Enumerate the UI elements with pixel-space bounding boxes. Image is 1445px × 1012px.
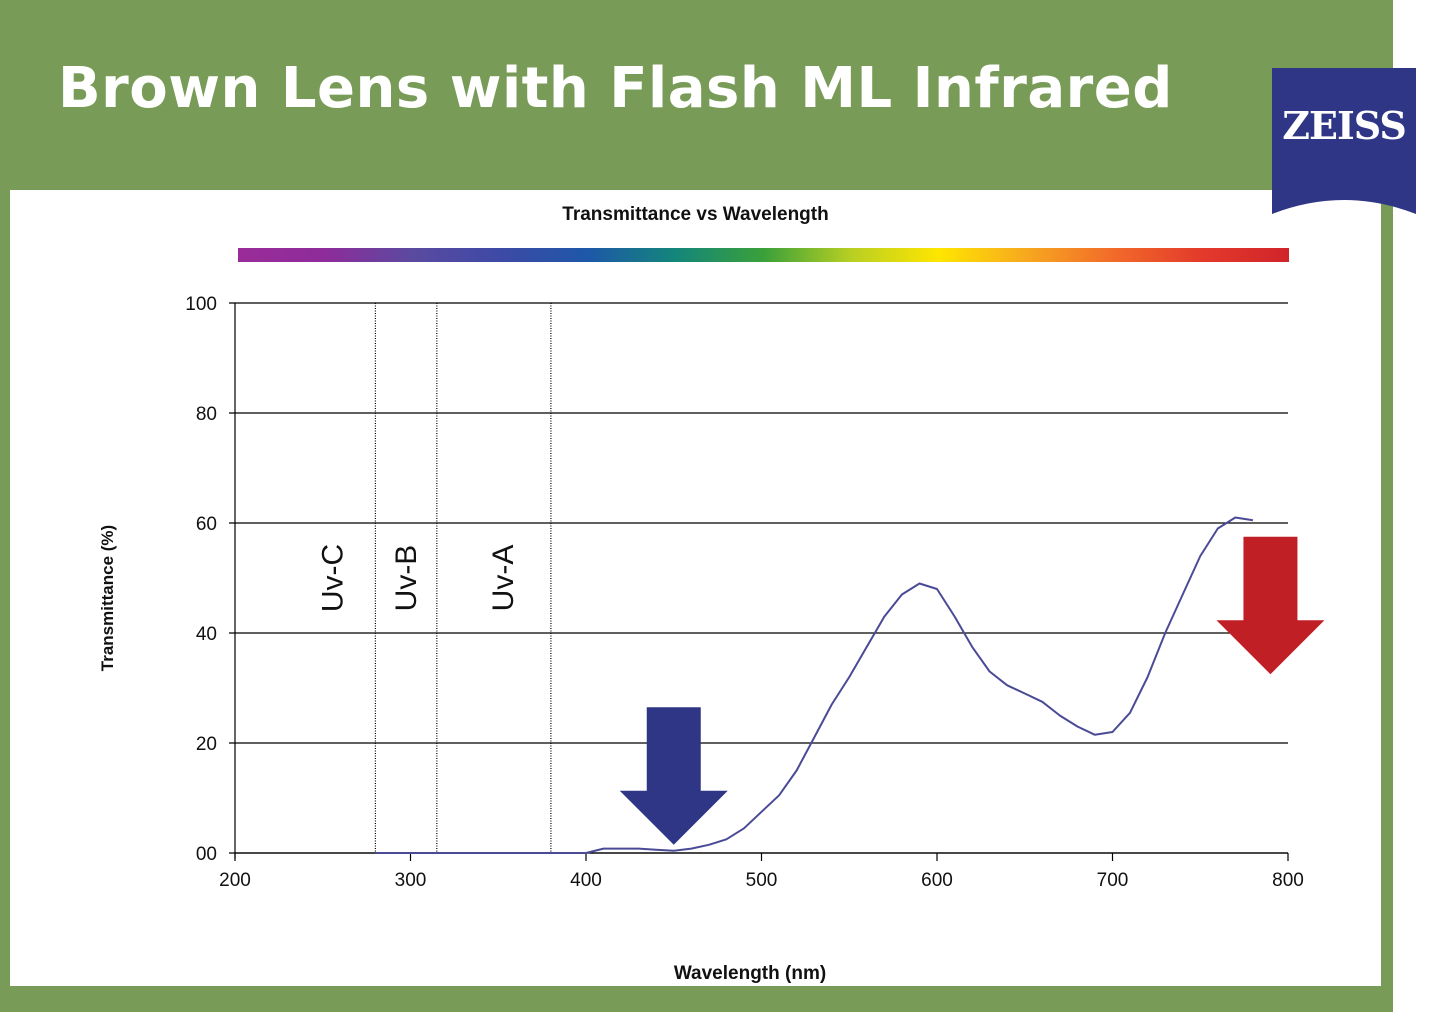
transmittance-line bbox=[375, 516, 1254, 854]
blue-down-arrow bbox=[619, 707, 728, 845]
spectrum-bar bbox=[238, 248, 1289, 262]
zeiss-logo-badge bbox=[1272, 68, 1416, 214]
x-axis-title: Wavelength (nm) bbox=[673, 963, 827, 984]
slide-title: Brown Lens with Flash ML Infrared bbox=[58, 56, 1173, 121]
y-tick-label: 20 bbox=[196, 734, 217, 755]
x-tick-label: 500 bbox=[746, 870, 778, 891]
x-tick-label: 200 bbox=[219, 870, 251, 891]
y-tick-label: 40 bbox=[196, 624, 217, 645]
x-tick-label: 300 bbox=[395, 870, 427, 891]
zeiss-logo: ZEISS bbox=[1272, 68, 1416, 214]
chart-svg: 00 20 40 60 80 100 200 300 400 500 600 700 800 Uv-C Uv… bbox=[185, 248, 1325, 891]
x-tick-label: 400 bbox=[570, 870, 602, 891]
x-tick-label: 800 bbox=[1272, 870, 1304, 891]
chart-title: Transmittance vs Wavelength bbox=[562, 204, 829, 225]
y-axis-title: Transmittance (%) bbox=[98, 524, 117, 672]
x-tick-label: 700 bbox=[1097, 870, 1129, 891]
y-tick-label: 60 bbox=[196, 514, 217, 535]
uv-band-label: Uv-A bbox=[487, 545, 520, 612]
x-tick-label: 600 bbox=[921, 870, 953, 891]
uv-band-label: Uv-B bbox=[390, 545, 423, 612]
chart-panel: Transmittance vs Wavelength 00 20 40 60 80 10… bbox=[10, 190, 1381, 986]
red-down-arrow bbox=[1216, 536, 1325, 675]
zeiss-logo-text: ZEISS bbox=[1282, 103, 1406, 148]
y-tick-label: 00 bbox=[196, 844, 217, 865]
uv-band-label: Uv-C bbox=[317, 544, 350, 612]
y-tick-label: 100 bbox=[185, 294, 217, 315]
y-tick-label: 80 bbox=[196, 404, 217, 425]
